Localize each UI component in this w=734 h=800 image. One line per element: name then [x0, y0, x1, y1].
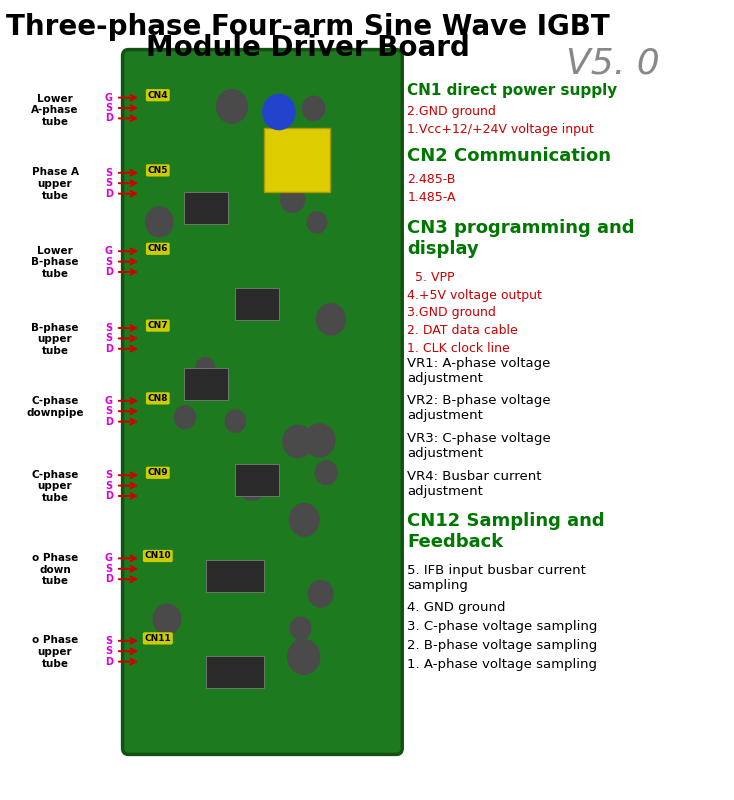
Circle shape [308, 212, 327, 233]
Circle shape [288, 639, 320, 674]
Text: D: D [105, 417, 112, 426]
Circle shape [283, 426, 313, 458]
Text: Module Driver Board: Module Driver Board [146, 34, 470, 62]
Bar [235, 464, 279, 496]
Bar [184, 368, 228, 400]
Text: 4. GND ground: 4. GND ground [407, 601, 506, 614]
Text: D: D [105, 657, 112, 666]
Text: Lower
B-phase
tube: Lower B-phase tube [32, 246, 79, 279]
Circle shape [153, 604, 181, 634]
Text: S: S [105, 178, 112, 188]
Text: 1.485-A: 1.485-A [407, 190, 456, 204]
Text: C-phase
downpipe: C-phase downpipe [26, 396, 84, 418]
Text: CN3 programming and
display: CN3 programming and display [407, 219, 635, 258]
Circle shape [236, 466, 268, 500]
Text: o Phase
down
tube: o Phase down tube [32, 553, 79, 586]
Bar [206, 560, 264, 592]
Circle shape [280, 186, 305, 213]
Circle shape [225, 410, 245, 432]
Text: B-phase
upper
tube: B-phase upper tube [32, 322, 79, 356]
Circle shape [175, 406, 195, 429]
Text: D: D [105, 491, 112, 501]
Text: S: S [105, 564, 112, 574]
Text: S: S [105, 168, 112, 178]
Bar [206, 656, 264, 688]
Circle shape [316, 304, 345, 335]
Text: S: S [105, 323, 112, 333]
Circle shape [289, 503, 319, 536]
Text: CN11: CN11 [145, 634, 171, 643]
Circle shape [217, 90, 247, 123]
Text: 5. VPP: 5. VPP [407, 270, 455, 284]
Text: G: G [105, 554, 112, 563]
Text: VR4: Busbar current
adjustment: VR4: Busbar current adjustment [407, 470, 542, 498]
Text: Phase A
upper
tube: Phase A upper tube [32, 167, 79, 201]
Text: Three-phase Four-arm Sine Wave IGBT: Three-phase Four-arm Sine Wave IGBT [7, 14, 610, 41]
Text: CN5: CN5 [148, 166, 168, 175]
Text: Lower
A-phase
tube: Lower A-phase tube [32, 94, 79, 127]
Circle shape [315, 461, 337, 485]
Text: CN8: CN8 [148, 394, 168, 403]
Text: C-phase
upper
tube: C-phase upper tube [32, 470, 79, 503]
FancyBboxPatch shape [123, 50, 402, 754]
Bar [264, 128, 330, 192]
Text: 2. B-phase voltage sampling: 2. B-phase voltage sampling [407, 638, 597, 652]
Circle shape [263, 94, 295, 130]
Circle shape [305, 424, 335, 457]
Text: CN4: CN4 [148, 90, 168, 100]
Circle shape [302, 96, 325, 121]
Text: D: D [105, 189, 112, 198]
Text: o Phase
upper
tube: o Phase upper tube [32, 635, 79, 669]
Text: VR1: A-phase voltage
adjustment: VR1: A-phase voltage adjustment [407, 357, 550, 385]
Text: 1.Vcc+12/+24V voltage input: 1.Vcc+12/+24V voltage input [407, 123, 594, 136]
Circle shape [308, 581, 333, 607]
Text: S: S [105, 406, 112, 416]
Text: S: S [105, 646, 112, 656]
Text: 2. DAT data cable: 2. DAT data cable [407, 324, 518, 337]
Text: S: S [105, 481, 112, 490]
Bar [184, 192, 228, 224]
Text: S: S [105, 636, 112, 646]
Text: 3.GND ground: 3.GND ground [407, 306, 496, 319]
Text: S: S [105, 257, 112, 266]
Text: 2.485-B: 2.485-B [407, 173, 456, 186]
Text: S: S [105, 470, 112, 480]
Text: D: D [105, 344, 112, 354]
Text: CN7: CN7 [148, 321, 168, 330]
Circle shape [291, 617, 311, 639]
Bar [235, 288, 279, 320]
Text: CN10: CN10 [145, 551, 171, 561]
Text: 1. A-phase voltage sampling: 1. A-phase voltage sampling [407, 658, 597, 670]
Text: G: G [105, 396, 112, 406]
Circle shape [145, 207, 173, 237]
Text: S: S [105, 334, 112, 343]
Text: 4.+5V voltage output: 4.+5V voltage output [407, 289, 542, 302]
Text: CN12 Sampling and
Feedback: CN12 Sampling and Feedback [407, 512, 605, 550]
Text: D: D [105, 574, 112, 584]
Circle shape [196, 358, 214, 378]
Text: S: S [105, 103, 112, 113]
Text: V5. 0: V5. 0 [566, 47, 660, 81]
Text: G: G [105, 246, 112, 256]
Text: D: D [105, 267, 112, 277]
Text: 1. CLK clock line: 1. CLK clock line [407, 342, 510, 355]
Text: 2.GND ground: 2.GND ground [407, 105, 496, 118]
Text: CN9: CN9 [148, 468, 168, 478]
Text: CN1 direct power supply: CN1 direct power supply [407, 83, 617, 98]
Text: CN2 Communication: CN2 Communication [407, 147, 611, 166]
Text: VR3: C-phase voltage
adjustment: VR3: C-phase voltage adjustment [407, 432, 551, 460]
Text: VR2: B-phase voltage
adjustment: VR2: B-phase voltage adjustment [407, 394, 551, 422]
Text: CN6: CN6 [148, 244, 168, 254]
Text: 3. C-phase voltage sampling: 3. C-phase voltage sampling [407, 620, 597, 633]
Text: G: G [105, 93, 112, 102]
Text: 5. IFB input busbar current
sampling: 5. IFB input busbar current sampling [407, 563, 586, 591]
Text: D: D [105, 114, 112, 123]
